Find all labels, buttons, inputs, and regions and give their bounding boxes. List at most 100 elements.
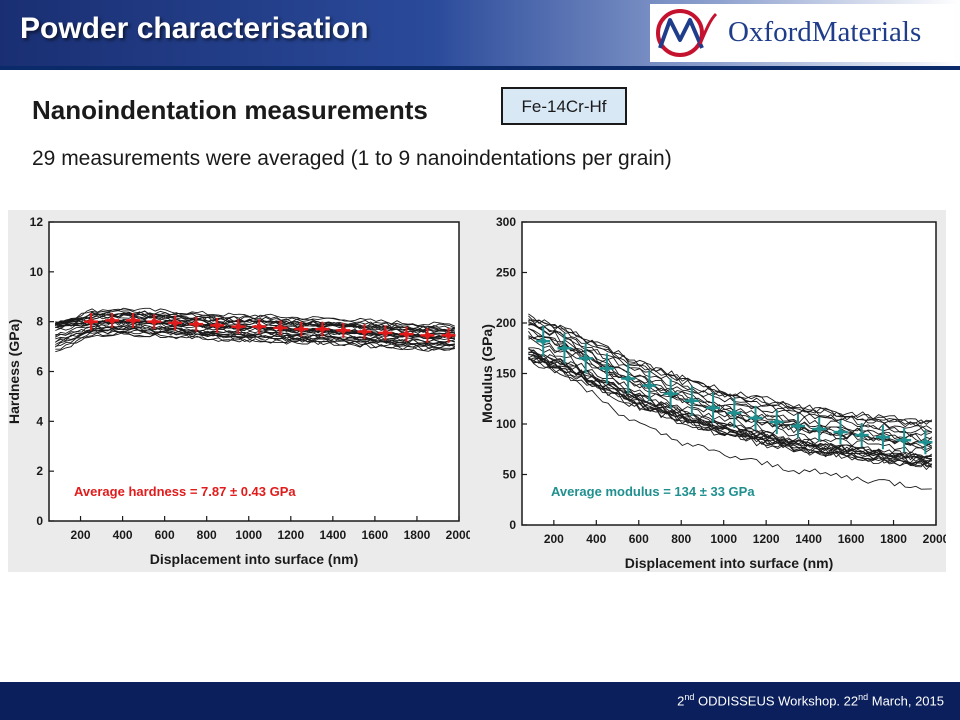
measurement-curve <box>55 326 455 347</box>
measurement-curve <box>528 335 932 442</box>
average-point <box>795 423 801 430</box>
average-point <box>214 322 221 329</box>
average-point <box>837 429 844 436</box>
x-tick-label: 1400 <box>795 532 822 546</box>
header-rule <box>0 66 960 70</box>
y-tick-label: 4 <box>36 414 43 428</box>
average-point <box>256 323 263 330</box>
average-point <box>646 382 653 389</box>
average-point <box>319 326 326 333</box>
x-tick-label: 800 <box>197 528 217 542</box>
logo-text: OxfordMaterials <box>728 16 922 48</box>
x-tick-label: 400 <box>113 528 133 542</box>
average-point <box>130 317 137 324</box>
x-tick-label: 600 <box>155 528 175 542</box>
average-point <box>603 365 610 372</box>
measurement-curve <box>55 323 455 344</box>
measurement-curve <box>55 310 455 330</box>
average-point <box>88 318 95 325</box>
average-point <box>382 329 389 336</box>
x-tick-label: 400 <box>586 532 606 546</box>
average-point <box>540 338 547 345</box>
average-point <box>922 439 929 446</box>
average-point <box>858 432 865 439</box>
x-tick-label: 1200 <box>753 532 780 546</box>
average-point <box>277 324 284 331</box>
measurement-curve <box>55 324 455 344</box>
average-point <box>816 426 823 433</box>
measurement-curve <box>528 323 932 435</box>
plot-frame <box>48 221 460 522</box>
y-tick-label: 6 <box>36 365 43 379</box>
average-point <box>361 328 368 335</box>
alloy-label-box: Fe-14Cr-Hf <box>501 87 627 125</box>
average-point <box>151 318 158 325</box>
y-tick-label: 300 <box>496 215 516 229</box>
x-tick-label: 800 <box>671 532 691 546</box>
average-point <box>172 319 179 326</box>
average-point <box>625 375 632 382</box>
measurement-curve <box>55 331 455 353</box>
average-point <box>710 404 717 411</box>
measurement-curve <box>55 315 455 335</box>
individual-curves <box>528 313 933 490</box>
y-axis-title: Hardness (GPa) <box>8 319 22 424</box>
average-point <box>424 332 431 339</box>
average-point <box>752 414 759 421</box>
y-tick-label: 8 <box>36 315 43 329</box>
average-annotation: Average hardness = 7.87 ± 0.43 GPa <box>74 484 296 499</box>
measurement-curve <box>528 347 933 454</box>
title-bar: Powder characterisation OxfordMaterials <box>0 0 960 66</box>
x-axis-title: Displacement into surface (nm) <box>625 555 834 571</box>
average-point <box>667 390 674 397</box>
section-heading: Nanoindentation measurements <box>32 95 428 125</box>
y-tick-label: 250 <box>496 266 516 280</box>
average-point <box>731 409 738 416</box>
measurement-curve <box>528 347 933 459</box>
logo-mark-icon <box>656 9 718 57</box>
average-point <box>561 345 568 352</box>
oxford-materials-logo: OxfordMaterials <box>650 4 955 62</box>
x-tick-label: 1800 <box>404 528 431 542</box>
x-axis-title: Displacement into surface (nm) <box>150 551 359 567</box>
slide-title: Powder characterisation <box>20 12 369 45</box>
x-tick-label: 200 <box>71 528 91 542</box>
x-tick-label: 600 <box>629 532 649 546</box>
measurement-curve <box>528 354 933 466</box>
average-point <box>901 437 908 444</box>
y-tick-label: 12 <box>30 215 44 229</box>
measurement-curve <box>528 357 932 490</box>
x-tick-label: 1000 <box>235 528 262 542</box>
measurement-curve <box>528 323 932 433</box>
x-tick-label: 2000 <box>446 528 470 542</box>
x-tick-label: 1200 <box>277 528 304 542</box>
measurement-note: 29 measurements were averaged (1 to 9 na… <box>32 147 672 170</box>
measurement-curve <box>528 336 933 447</box>
y-tick-label: 200 <box>496 316 516 330</box>
average-point <box>403 331 410 338</box>
y-tick-label: 0 <box>36 514 43 528</box>
measurement-curve <box>528 331 933 444</box>
y-tick-label: 50 <box>503 468 517 482</box>
measurement-curve <box>528 354 933 465</box>
x-tick-label: 1600 <box>362 528 389 542</box>
average-point <box>879 434 886 441</box>
average-point <box>773 418 780 425</box>
plot-frame <box>521 221 937 526</box>
y-tick-label: 150 <box>496 367 516 381</box>
x-tick-label: 1600 <box>838 532 865 546</box>
average-point <box>109 317 116 324</box>
measurement-curve <box>55 313 455 334</box>
average-point <box>445 332 452 339</box>
y-axis-title: Modulus (GPa) <box>479 324 495 423</box>
measurement-curve <box>528 319 932 427</box>
x-tick-label: 2000 <box>923 532 946 546</box>
measurement-curve <box>528 313 933 425</box>
x-tick-label: 1000 <box>710 532 737 546</box>
measurement-curve <box>528 353 933 464</box>
average-point <box>340 327 347 334</box>
footer-bar: 2nd ODDISSEUS Workshop. 22nd March, 2015 <box>0 682 960 720</box>
measurement-curve <box>528 351 932 460</box>
x-tick-label: 1800 <box>880 532 907 546</box>
average-point <box>235 323 242 330</box>
